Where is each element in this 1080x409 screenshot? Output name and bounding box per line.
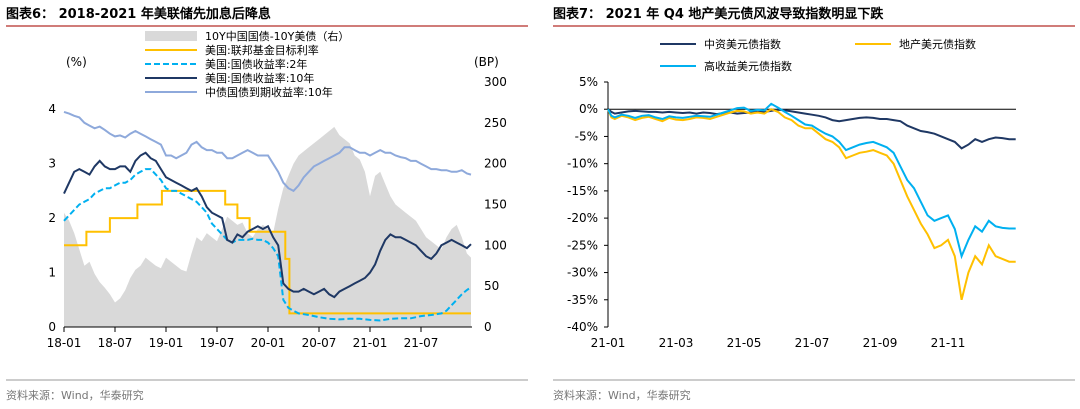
right-x-tick-0: 21-01 [591,336,626,350]
right-y-tick-3: -10% [567,157,598,171]
left-x-tick-3: 19-07 [200,336,235,350]
right-y-tick-9: -40% [567,320,598,334]
right-source: 资料来源：Wind，华泰研究 [553,388,691,402]
right-y-tick-4: 200 [484,157,507,171]
left-legend: 10Y中国国债-10Y美债（右）美国:联邦基金目标利率美国:国债收益率:2年美国… [145,29,349,99]
left-x-tick-4: 20-01 [251,336,286,350]
left-chart: 0 1 2 3 4 0 50 100 150 200 250 300 18-01 18-07 19-01 19… [47,29,507,350]
right-y-tick-2: -5% [575,129,598,143]
right-legend-label-2: 高收益美元债指数 [704,59,792,73]
legend-label-3: 美国:国债收益率:10年 [205,71,314,85]
right-y-tick-1: 0% [579,102,598,116]
right-axes-layer: 5% 0% -5% -10% -15% -20% -25% -30% -35% -40% 21-01… [567,75,1016,350]
right-y-tick-6: 300 [484,75,507,89]
left-x-tick-0: 18-01 [47,336,82,350]
right-y-tick-4: -15% [567,184,598,198]
legend-label-1: 美国:联邦基金目标利率 [205,43,319,57]
left-x-tick-1: 18-07 [98,336,133,350]
right-y-tick-6: -25% [567,238,598,252]
left-area-layer [64,126,471,328]
legend-label-0: 10Y中国国债-10Y美债（右） [205,29,349,43]
series-line-4 [63,110,472,193]
legend-label-2: 美国:国债收益率:2年 [205,57,307,71]
left-source: 资料来源：Wind，华泰研究 [6,388,144,402]
series-area-0 [64,126,471,328]
right-y-tick-0: 0 [484,320,492,334]
left-y-tick-0: 0 [48,320,56,334]
left-y-tick-3: 3 [48,157,56,171]
series-line-1 [64,189,471,315]
right-series-line-1 [607,108,1016,301]
right-x-tick-5: 21-11 [931,336,966,350]
legend-swatch-0 [145,31,197,41]
right-legend-label-1: 地产美元债指数 [899,37,976,51]
left-y-axis-label: (%) [66,55,87,69]
left-x-tick-2: 19-01 [149,336,184,350]
legend-label-4: 中债国债到期收益率:10年 [205,85,333,99]
right-y-tick-8: -35% [567,293,598,307]
right-y-axis-label: (BP) [474,55,499,69]
right-y-tick-3: 150 [484,198,507,212]
right-y-tick-2: 100 [484,238,507,252]
right-x-tick-4: 21-09 [863,336,898,350]
series-line-3 [63,151,472,299]
right-x-tick-3: 21-07 [795,336,830,350]
right-y-tick-1: 50 [484,279,499,293]
left-chart-title: 图表6： 2018-2021 年美联储先加息后降息 [6,6,271,22]
left-y-tick-4: 4 [48,102,56,116]
right-x-tick-1: 21-03 [659,336,694,350]
left-y-tick-1: 1 [48,266,56,280]
right-x-tick-2: 21-05 [727,336,762,350]
left-x-tick-6: 21-01 [353,336,388,350]
left-x-tick-5: 20-07 [302,336,337,350]
right-chart: 5% 0% -5% -10% -15% -20% -25% -30% -35% -40% 21-01… [567,37,1016,350]
right-y-tick-0: 5% [579,75,598,89]
left-lines-layer [63,110,472,322]
right-y-tick-5: 250 [484,116,507,130]
right-y-tick-5: -20% [567,211,598,225]
right-series-line-2 [607,102,1016,260]
right-lines-layer [607,102,1016,301]
left-x-tick-7: 21-07 [404,336,439,350]
right-legend-label-0: 中资美元债指数 [704,37,781,51]
right-chart-title: 图表7： 2021 年 Q4 地产美元债风波导致指数明显下跌 [553,6,884,22]
right-y-tick-7: -30% [567,266,598,280]
left-axes-layer: 0 1 2 3 4 0 50 100 150 200 250 300 18-01 18-07 19-01 19… [47,75,507,350]
left-y-tick-2: 2 [48,211,56,225]
right-series-line-0 [607,108,1016,150]
